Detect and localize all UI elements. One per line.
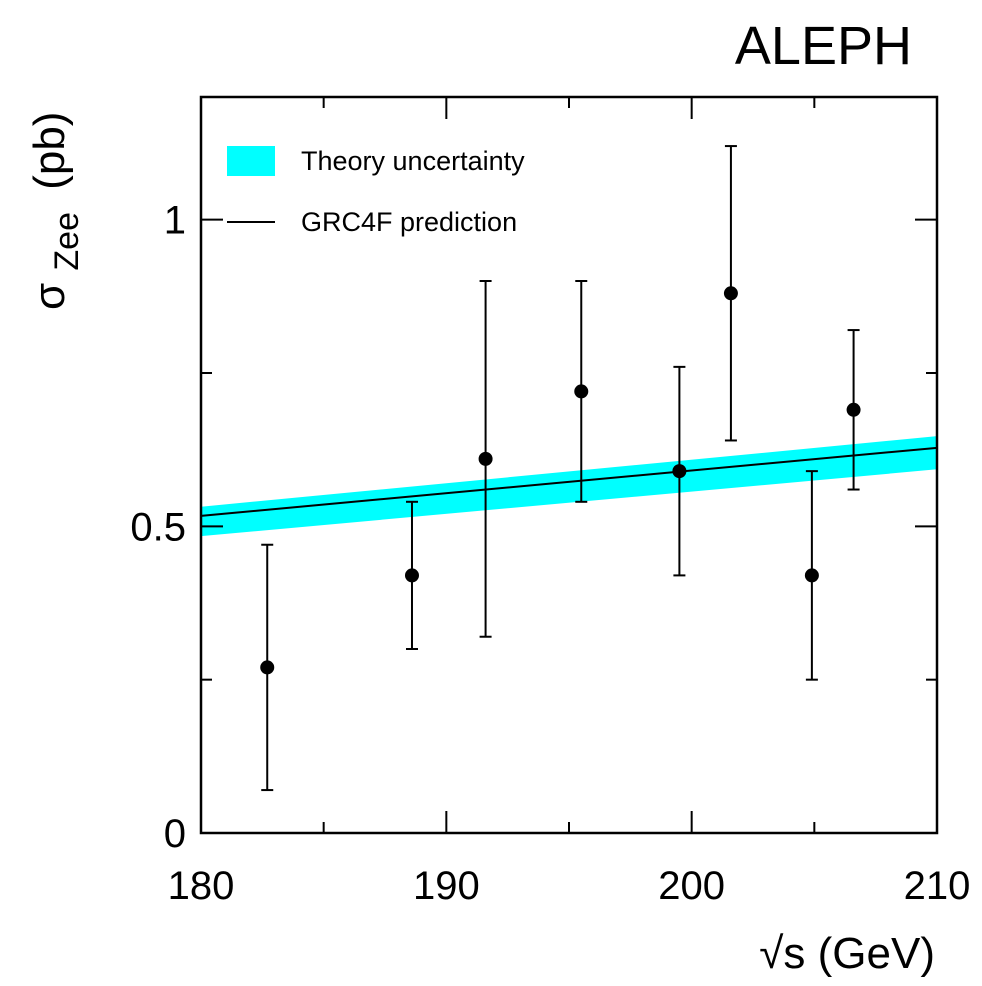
data-marker (804, 568, 819, 583)
data-point-1 (404, 500, 419, 650)
ticks-layer (200, 97, 938, 834)
legend-line-label: GRC4F prediction (301, 207, 517, 237)
legend: Theory uncertainty GRC4F prediction (227, 146, 525, 237)
data-marker (723, 286, 738, 301)
x-axis-label: √s (GeV) (759, 929, 935, 978)
experiment-label: ALEPH (735, 16, 912, 76)
x-tick-labels: 180 190 200 210 (168, 864, 971, 908)
data-point-6 (804, 470, 819, 681)
y-axis-subscript: Zee (48, 212, 86, 271)
data-point-2 (478, 280, 493, 638)
data-point-0 (260, 543, 275, 792)
y-tick-label: 0.5 (130, 505, 186, 549)
legend-band-label: Theory uncertainty (301, 146, 525, 176)
theory-uncertainty-band (201, 436, 937, 537)
y-tick-label: 0 (164, 812, 186, 856)
prediction-layer (200, 446, 938, 517)
x-tick-label: 200 (658, 864, 725, 908)
y-axis-symbol: σ (25, 283, 74, 310)
data-marker (846, 402, 861, 417)
grc4f-prediction-line (200, 446, 938, 517)
data-point-5 (723, 145, 738, 442)
x-tick-label: 180 (168, 864, 235, 908)
data-point-3 (574, 280, 589, 503)
y-axis-label: σ Zee (pb) (25, 112, 88, 310)
legend-band-swatch (227, 146, 275, 176)
data-marker (404, 568, 419, 583)
y-axis-unit: (pb) (25, 112, 74, 190)
x-tick-label: 190 (413, 864, 480, 908)
data-point-4 (672, 365, 687, 577)
data-marker (672, 464, 687, 479)
y-tick-labels: 00.51 (130, 199, 186, 856)
data-marker (574, 384, 589, 399)
theory-band-layer (201, 436, 937, 537)
y-tick-label: 1 (164, 199, 186, 243)
data-points-layer (260, 145, 861, 792)
data-point-7 (846, 329, 861, 491)
x-tick-label: 210 (904, 864, 971, 908)
data-marker (260, 660, 275, 675)
data-marker (478, 451, 493, 466)
